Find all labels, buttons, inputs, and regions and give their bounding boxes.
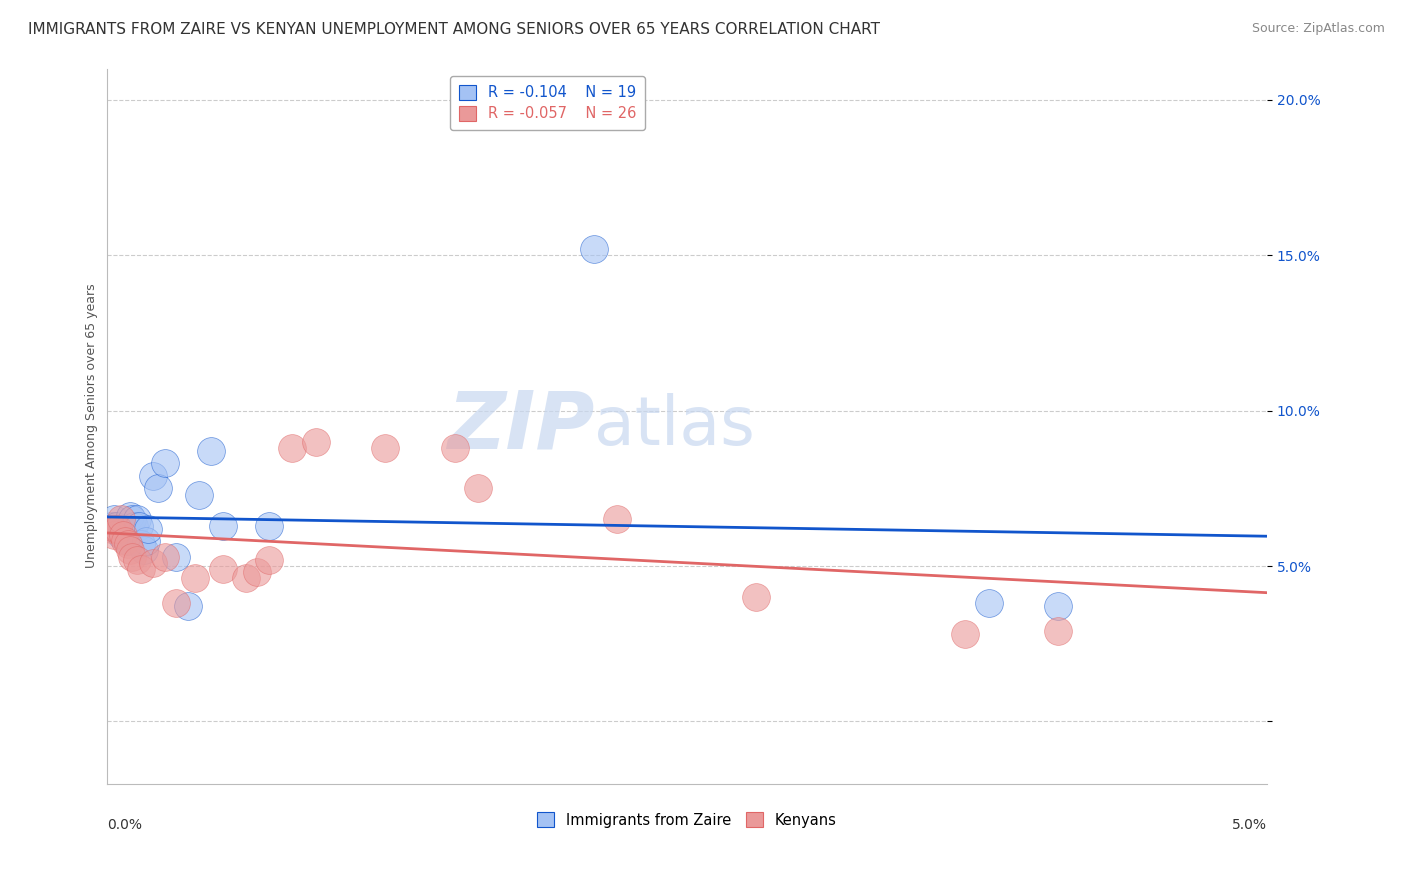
Text: Source: ZipAtlas.com: Source: ZipAtlas.com xyxy=(1251,22,1385,36)
Point xyxy=(103,528,125,542)
Point xyxy=(1047,624,1070,639)
Point xyxy=(257,553,280,567)
Point xyxy=(121,512,143,526)
Point xyxy=(745,590,768,604)
Point xyxy=(104,518,127,533)
Point xyxy=(111,522,134,536)
Point xyxy=(124,518,146,533)
Point xyxy=(131,537,153,551)
Point xyxy=(955,627,977,641)
Point xyxy=(153,457,176,471)
Point xyxy=(443,441,465,455)
Point xyxy=(281,441,304,455)
Point xyxy=(582,242,605,256)
Point xyxy=(117,534,139,549)
Point xyxy=(128,518,150,533)
Point xyxy=(103,512,125,526)
Text: IMMIGRANTS FROM ZAIRE VS KENYAN UNEMPLOYMENT AMONG SENIORS OVER 65 YEARS CORRELA: IMMIGRANTS FROM ZAIRE VS KENYAN UNEMPLOY… xyxy=(28,22,880,37)
Point xyxy=(110,528,132,542)
Point xyxy=(304,434,326,449)
Point xyxy=(374,441,396,455)
Point xyxy=(165,549,187,564)
Point xyxy=(211,562,233,576)
Point xyxy=(132,543,155,558)
Point xyxy=(184,571,207,585)
Point xyxy=(121,549,143,564)
Point xyxy=(257,518,280,533)
Point xyxy=(211,518,233,533)
Point xyxy=(125,553,148,567)
Point xyxy=(104,522,127,536)
Point xyxy=(114,534,136,549)
Point xyxy=(142,468,165,483)
Point xyxy=(117,537,139,551)
Point xyxy=(467,481,489,495)
Point xyxy=(114,522,136,536)
Point xyxy=(100,522,122,536)
Point xyxy=(977,596,1000,610)
Point xyxy=(138,522,160,536)
Point xyxy=(111,528,134,542)
Point xyxy=(246,566,269,580)
Text: 5.0%: 5.0% xyxy=(1232,818,1267,832)
Point xyxy=(125,512,148,526)
Point xyxy=(200,444,222,458)
Point xyxy=(153,549,176,564)
Text: 0.0%: 0.0% xyxy=(107,818,142,832)
Point xyxy=(100,518,122,533)
Point xyxy=(165,596,187,610)
Point xyxy=(110,512,132,526)
Y-axis label: Unemployment Among Seniors over 65 years: Unemployment Among Seniors over 65 years xyxy=(86,284,98,568)
Point xyxy=(131,562,153,576)
Point xyxy=(107,522,129,536)
Point xyxy=(146,481,169,495)
Text: ZIP: ZIP xyxy=(447,387,593,465)
Text: atlas: atlas xyxy=(593,393,755,459)
Point xyxy=(235,571,257,585)
Point xyxy=(1047,599,1070,614)
Point xyxy=(142,556,165,570)
Legend: Immigrants from Zaire, Kenyans: Immigrants from Zaire, Kenyans xyxy=(531,806,842,834)
Point xyxy=(606,512,628,526)
Point xyxy=(188,487,211,501)
Point xyxy=(118,509,141,524)
Point xyxy=(135,534,157,549)
Point xyxy=(177,599,200,614)
Point xyxy=(118,543,141,558)
Point xyxy=(107,522,129,536)
